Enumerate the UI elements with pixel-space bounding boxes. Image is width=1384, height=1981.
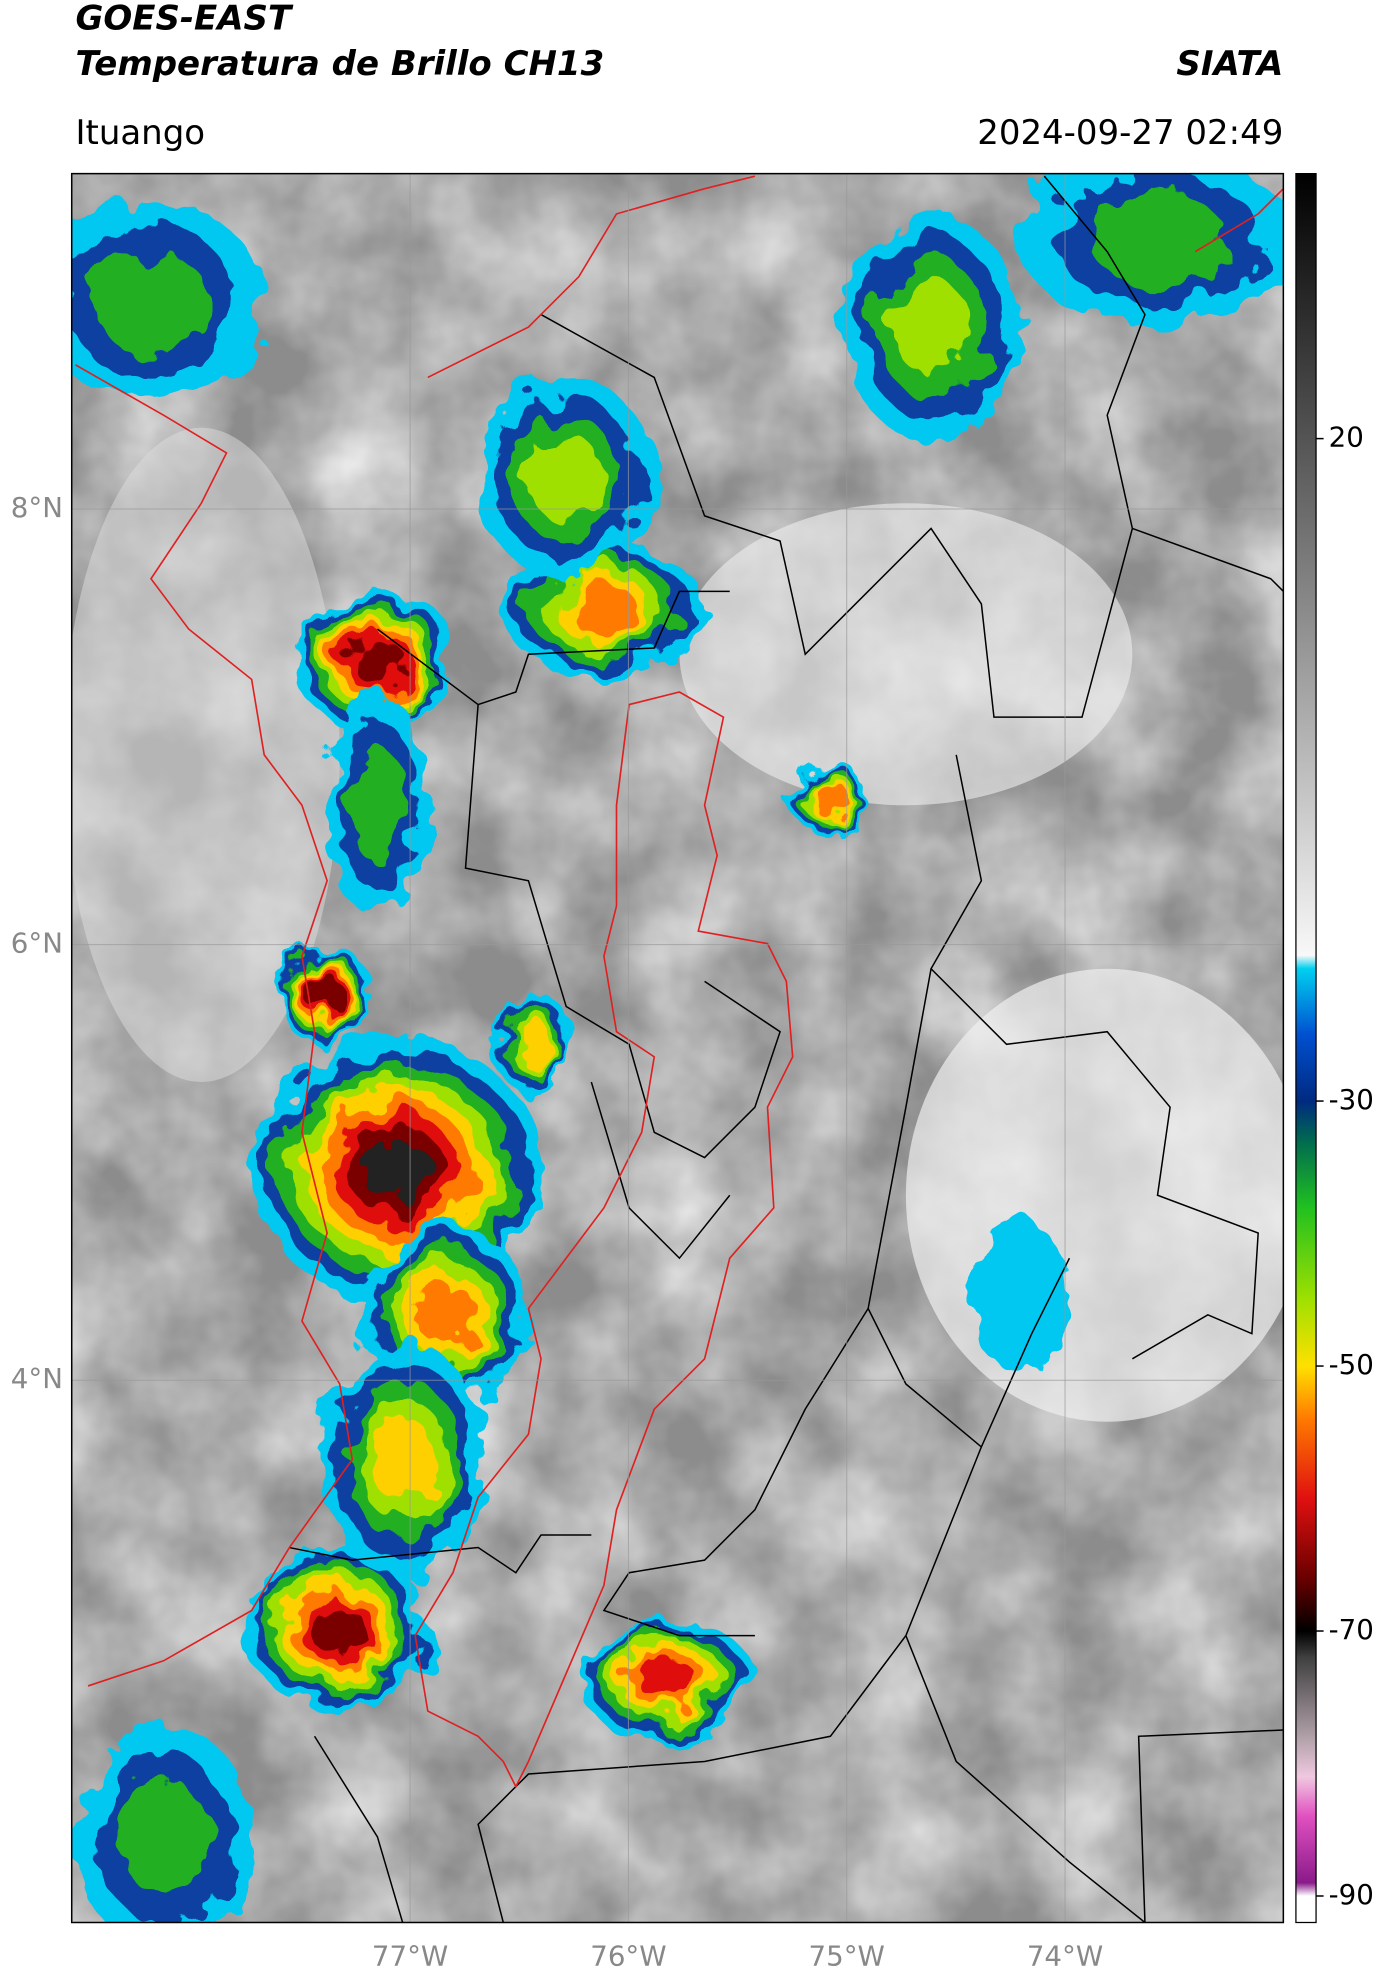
- lat-tick-label: 8°N: [11, 491, 63, 524]
- subtitle: Temperatura de Brillo CH13: [75, 44, 604, 84]
- title: GOES-EAST: [75, 0, 293, 39]
- location: Ituango: [75, 113, 205, 153]
- map-ticks: 77°W 76°W 75°W 74°W 8°N 6°N 4°N: [11, 491, 1103, 1973]
- cloud: [905, 968, 1284, 1422]
- colorbar-tick-label: -30: [1329, 1083, 1374, 1116]
- storm-cell: [811, 780, 850, 818]
- lon-tick-label: 74°W: [1027, 1940, 1103, 1973]
- map-frame: [70, 172, 1285, 1924]
- storm-cell: [514, 1020, 555, 1069]
- cloud: [71, 427, 340, 1082]
- storm-cell: [527, 434, 606, 522]
- storm-cell: [117, 1779, 210, 1895]
- storm-cell: [348, 747, 407, 863]
- colorbar-tick-label: -50: [1329, 1348, 1374, 1381]
- colorbar-tick-label: -90: [1329, 1878, 1374, 1911]
- lon-tick-label: 75°W: [809, 1940, 885, 1973]
- map-image: [71, 173, 1284, 1923]
- lon-tick-label: 77°W: [372, 1940, 448, 1973]
- storm-cell: [638, 1657, 696, 1703]
- storm-cell: [892, 279, 970, 375]
- storm-cell: [370, 1416, 435, 1503]
- colorbar-tick-label: 20: [1329, 421, 1364, 454]
- colorbar-tick-label: -70: [1329, 1613, 1374, 1646]
- storm-cell: [968, 1220, 1070, 1372]
- colorbar: [1295, 172, 1317, 1924]
- department-border: [75, 175, 1284, 1789]
- graticule: [71, 173, 1284, 1923]
- lat-tick-label: 4°N: [11, 1362, 63, 1395]
- lon-tick-label: 76°W: [590, 1940, 666, 1973]
- source: SIATA: [1176, 44, 1283, 84]
- colorbar-ticks: 20 -30 -50 -70 -90: [1316, 421, 1374, 1911]
- storm-cell: [1089, 192, 1227, 286]
- storm-cell: [310, 1603, 365, 1655]
- datetime: 2024-09-27 02:49: [977, 113, 1283, 153]
- storms: [71, 173, 1284, 1923]
- storm-cell: [361, 1137, 431, 1203]
- storm-cell: [416, 1283, 477, 1346]
- borders: [289, 175, 1284, 1923]
- storm-cell: [351, 636, 403, 685]
- storm-cell: [93, 250, 209, 354]
- storm-cell: [305, 974, 344, 1014]
- lat-tick-label: 6°N: [11, 927, 63, 960]
- cloud: [679, 503, 1133, 806]
- storm-cell: [569, 583, 638, 637]
